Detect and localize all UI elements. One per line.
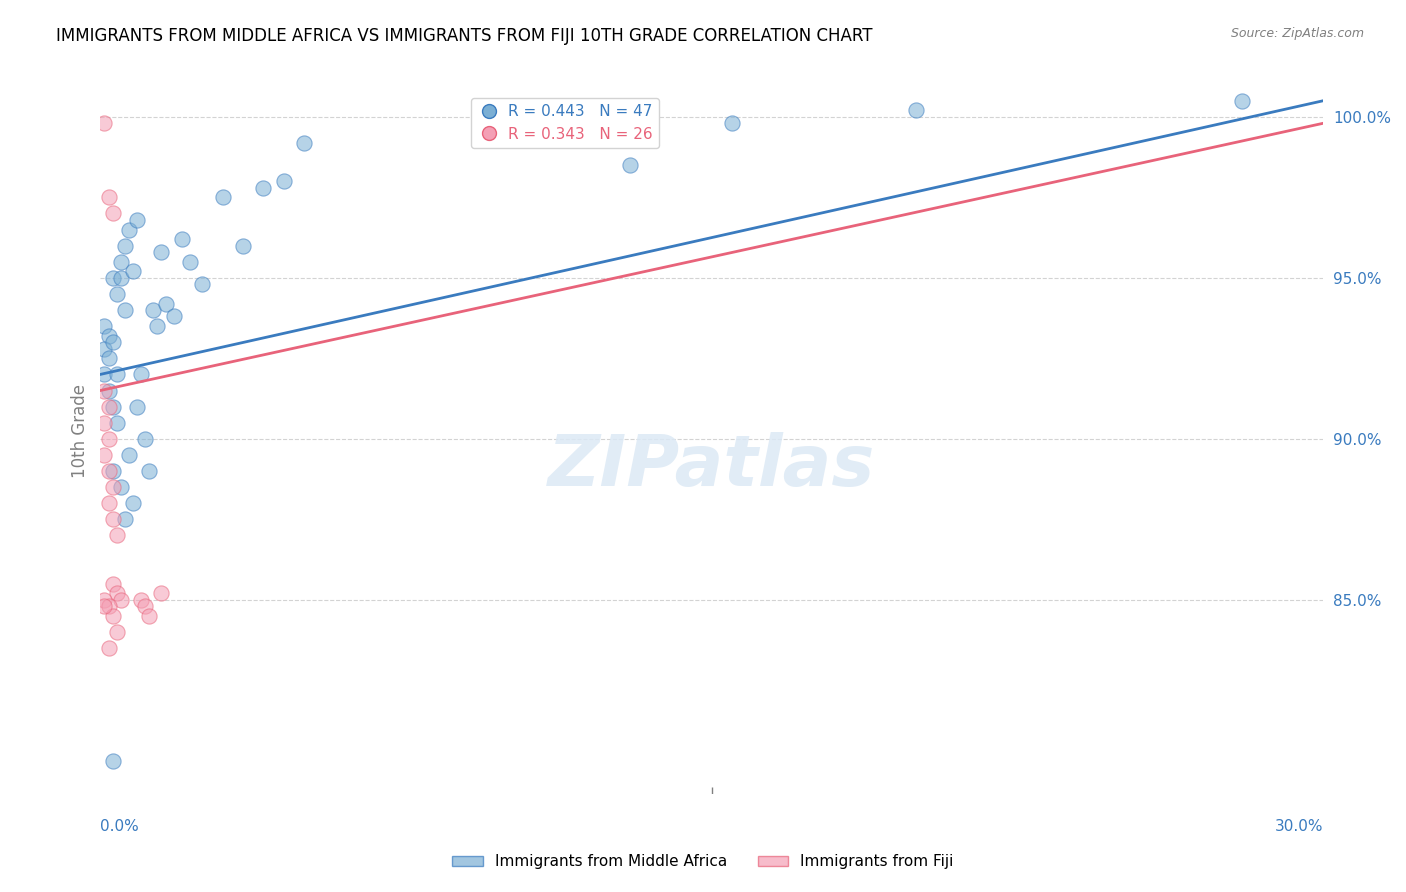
Text: Source: ZipAtlas.com: Source: ZipAtlas.com <box>1230 27 1364 40</box>
Immigrants from Middle Africa <box>93 368 115 382</box>
Immigrants from Fiji <box>101 576 124 591</box>
Legend: R = 0.443   N = 47, R = 0.343   N = 26: R = 0.443 N = 47, R = 0.343 N = 26 <box>471 98 659 148</box>
Immigrants from Middle Africa <box>619 158 641 172</box>
Immigrants from Fiji <box>97 432 120 446</box>
Immigrants from Fiji <box>93 416 115 430</box>
Text: 30.0%: 30.0% <box>1275 819 1323 834</box>
Immigrants from Middle Africa <box>101 335 124 350</box>
Immigrants from Middle Africa <box>118 448 141 462</box>
Immigrants from Middle Africa <box>101 754 124 768</box>
Immigrants from Middle Africa <box>129 368 152 382</box>
Immigrants from Middle Africa <box>211 190 233 204</box>
Immigrants from Middle Africa <box>110 270 132 285</box>
Immigrants from Fiji <box>97 190 120 204</box>
Immigrants from Fiji <box>129 592 152 607</box>
Immigrants from Fiji <box>97 599 120 614</box>
Immigrants from Fiji <box>93 448 115 462</box>
Immigrants from Middle Africa <box>134 432 156 446</box>
Immigrants from Middle Africa <box>496 126 519 140</box>
Text: ZIPatlas: ZIPatlas <box>548 433 876 501</box>
Immigrants from Middle Africa <box>232 238 254 252</box>
Immigrants from Fiji <box>93 384 115 398</box>
Immigrants from Middle Africa <box>1230 94 1253 108</box>
Immigrants from Middle Africa <box>292 136 315 150</box>
Immigrants from Middle Africa <box>101 270 124 285</box>
Immigrants from Middle Africa <box>179 254 201 268</box>
Immigrants from Middle Africa <box>110 254 132 268</box>
Immigrants from Middle Africa <box>721 116 744 130</box>
Immigrants from Fiji <box>110 592 132 607</box>
Immigrants from Middle Africa <box>125 400 148 414</box>
Immigrants from Fiji <box>93 599 115 614</box>
Text: IMMIGRANTS FROM MIDDLE AFRICA VS IMMIGRANTS FROM FIJI 10TH GRADE CORRELATION CHA: IMMIGRANTS FROM MIDDLE AFRICA VS IMMIGRA… <box>56 27 873 45</box>
Immigrants from Middle Africa <box>163 310 186 324</box>
Immigrants from Middle Africa <box>101 400 124 414</box>
Immigrants from Middle Africa <box>97 351 120 366</box>
Immigrants from Fiji <box>101 480 124 494</box>
Immigrants from Middle Africa <box>125 212 148 227</box>
Immigrants from Middle Africa <box>110 480 132 494</box>
Immigrants from Middle Africa <box>101 464 124 478</box>
Immigrants from Middle Africa <box>114 238 136 252</box>
Text: 0.0%: 0.0% <box>100 819 139 834</box>
Immigrants from Fiji <box>105 528 128 542</box>
Legend: Immigrants from Middle Africa, Immigrants from Fiji: Immigrants from Middle Africa, Immigrant… <box>446 848 960 875</box>
Immigrants from Fiji <box>97 496 120 510</box>
Immigrants from Fiji <box>150 586 173 600</box>
Immigrants from Middle Africa <box>122 264 145 278</box>
Immigrants from Middle Africa <box>122 496 145 510</box>
Immigrants from Fiji <box>134 599 156 614</box>
Immigrants from Middle Africa <box>105 416 128 430</box>
Immigrants from Middle Africa <box>142 303 165 318</box>
Immigrants from Fiji <box>97 400 120 414</box>
Immigrants from Middle Africa <box>93 319 115 334</box>
Immigrants from Fiji <box>97 641 120 656</box>
Immigrants from Fiji <box>101 608 124 623</box>
Y-axis label: 10th Grade: 10th Grade <box>72 384 89 478</box>
Immigrants from Middle Africa <box>191 277 214 292</box>
Immigrants from Middle Africa <box>97 384 120 398</box>
Immigrants from Middle Africa <box>97 328 120 343</box>
Immigrants from Fiji <box>105 586 128 600</box>
Immigrants from Fiji <box>105 625 128 640</box>
Immigrants from Fiji <box>93 592 115 607</box>
Immigrants from Middle Africa <box>114 303 136 318</box>
Immigrants from Fiji <box>101 206 124 220</box>
Immigrants from Middle Africa <box>170 232 193 246</box>
Immigrants from Middle Africa <box>150 245 173 260</box>
Immigrants from Middle Africa <box>904 103 927 118</box>
Immigrants from Middle Africa <box>252 180 274 194</box>
Immigrants from Middle Africa <box>155 296 177 310</box>
Immigrants from Middle Africa <box>114 512 136 526</box>
Immigrants from Fiji <box>97 464 120 478</box>
Immigrants from Fiji <box>93 116 115 130</box>
Immigrants from Middle Africa <box>93 342 115 356</box>
Immigrants from Middle Africa <box>105 368 128 382</box>
Immigrants from Middle Africa <box>273 174 295 188</box>
Immigrants from Middle Africa <box>118 222 141 236</box>
Immigrants from Middle Africa <box>138 464 160 478</box>
Immigrants from Fiji <box>101 512 124 526</box>
Immigrants from Fiji <box>138 608 160 623</box>
Immigrants from Middle Africa <box>146 319 169 334</box>
Immigrants from Middle Africa <box>105 286 128 301</box>
